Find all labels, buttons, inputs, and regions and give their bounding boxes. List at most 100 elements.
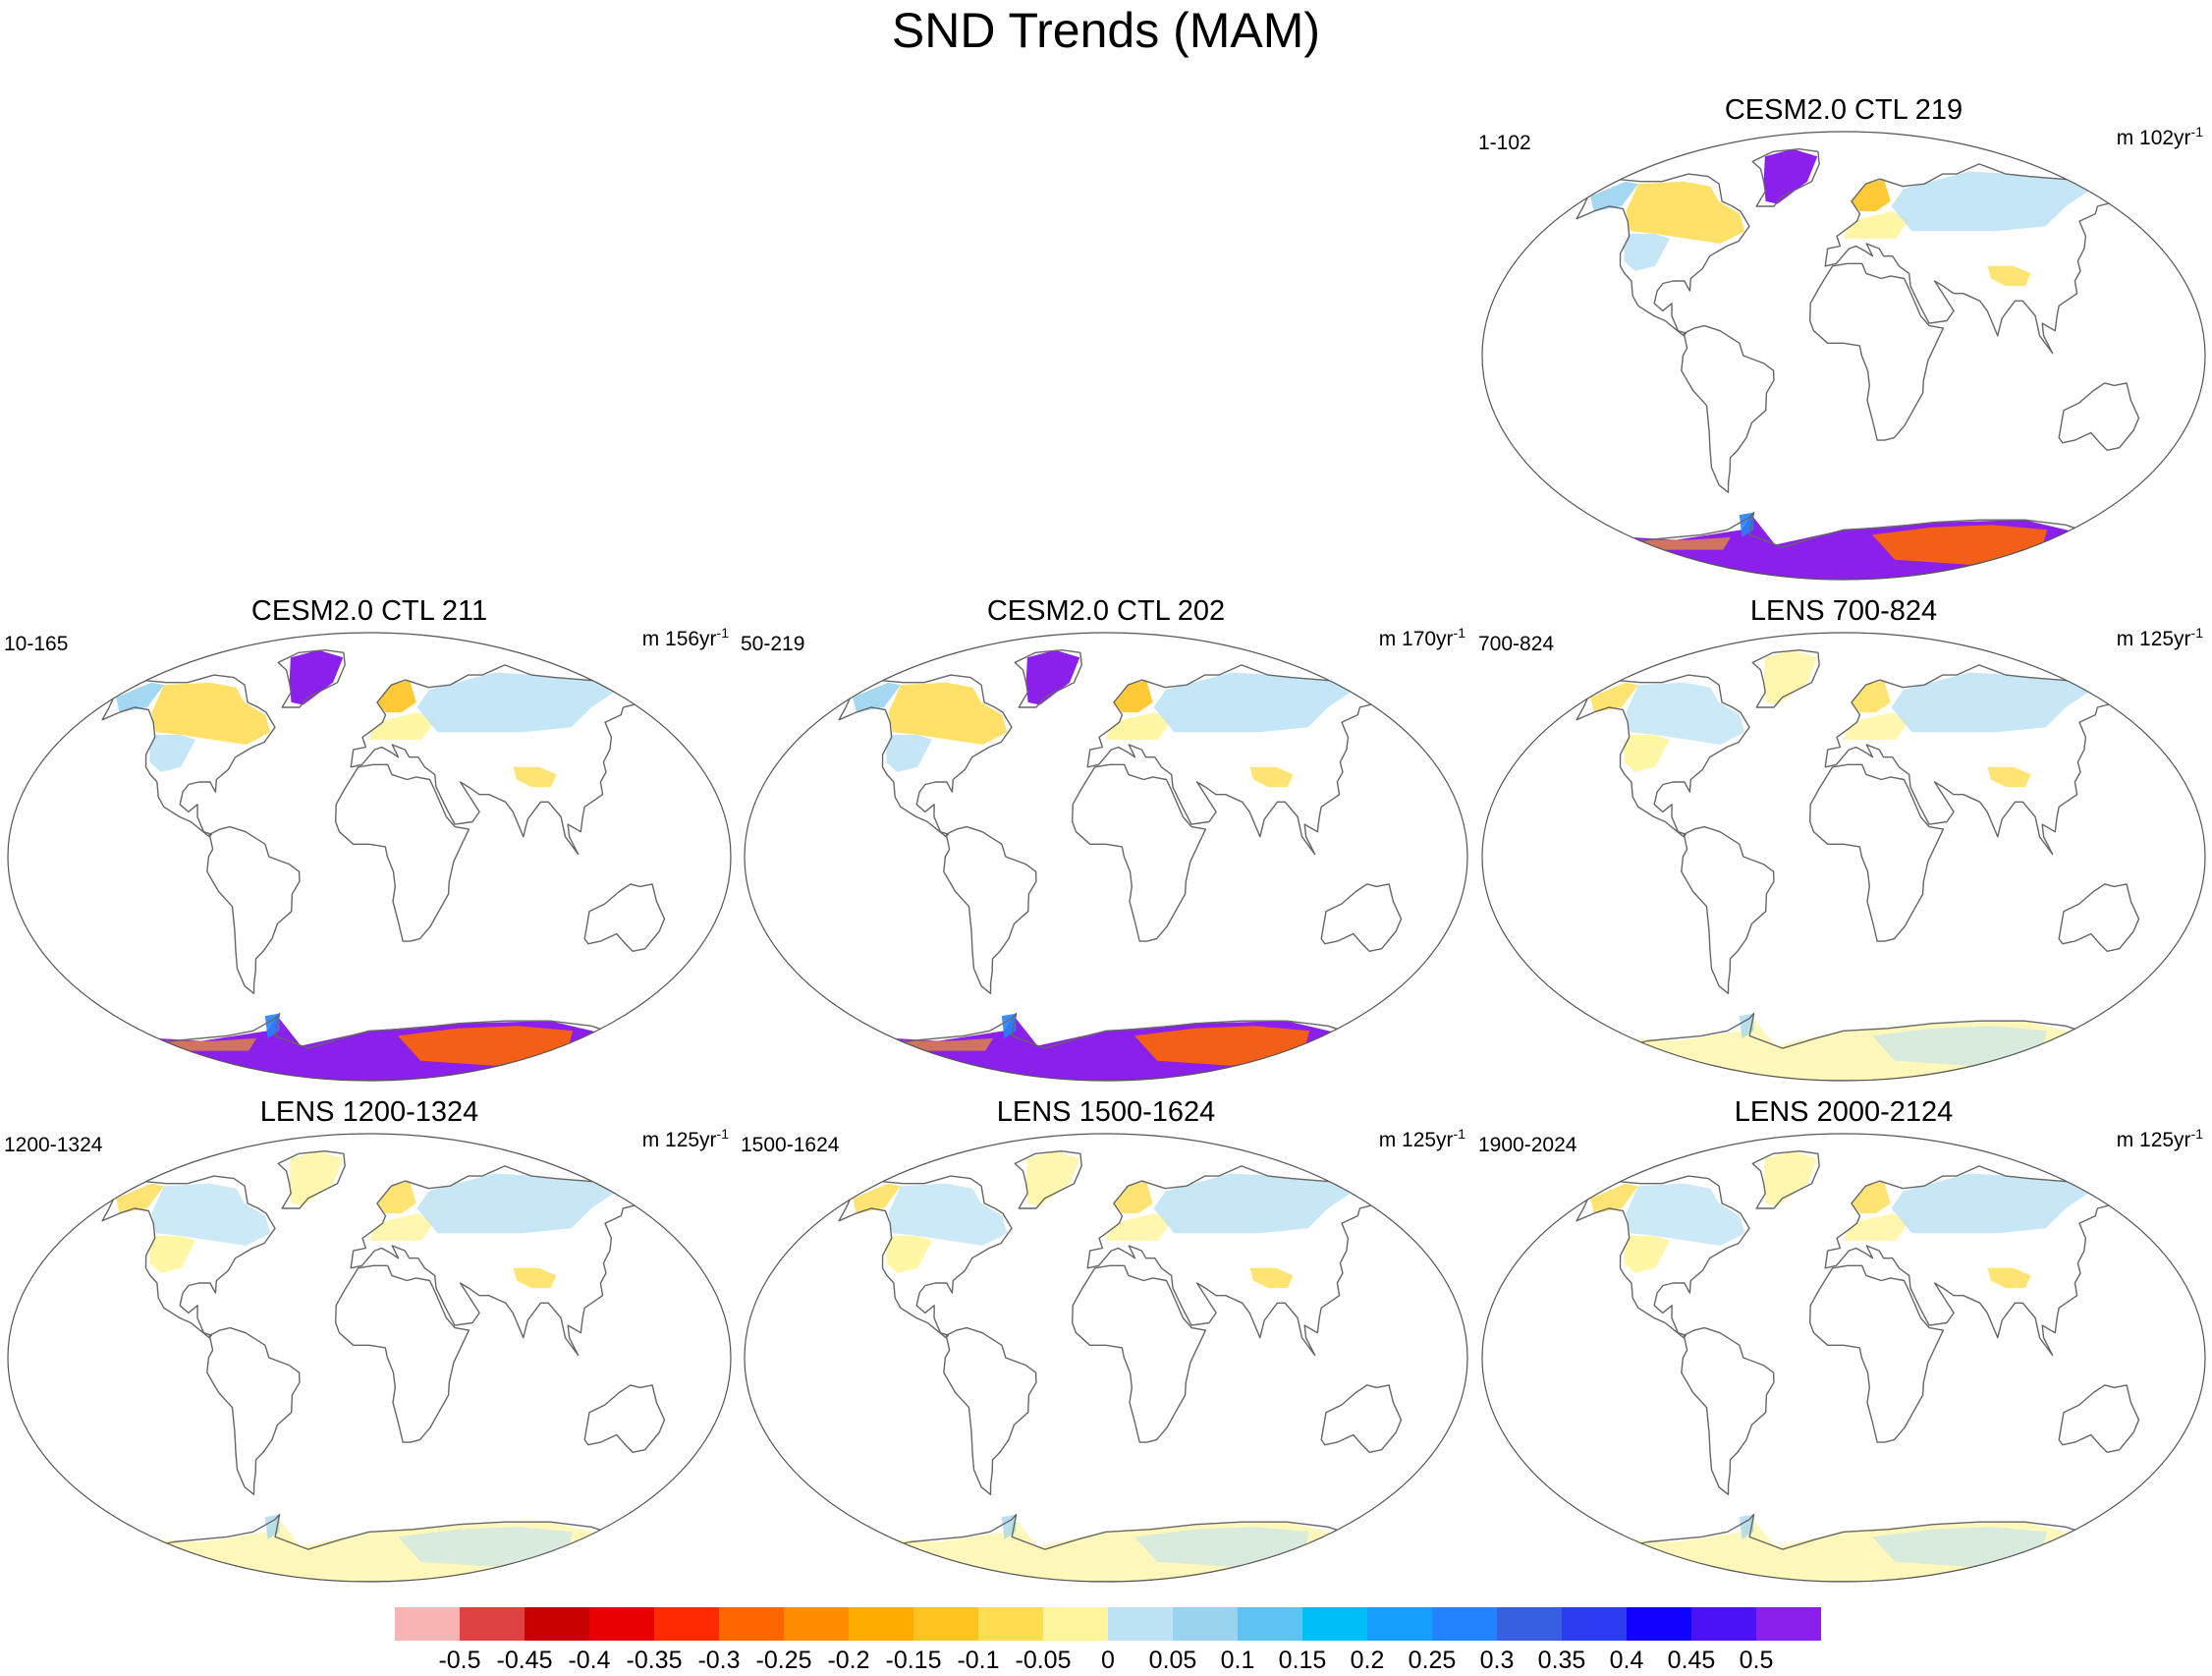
colorbar-swatch <box>1043 1607 1109 1641</box>
world-map <box>744 632 1468 1082</box>
panel-year-range: 700-824 <box>1478 633 1555 655</box>
coastline-australia <box>1320 883 1403 952</box>
map-panel-lens-1200: LENS 1200-1324 1200-1324 m 125yr-1 <box>4 1096 735 1584</box>
colorbar-swatch <box>460 1607 525 1641</box>
coastline-eurasia <box>1086 1165 1380 1357</box>
trend-field-russia <box>1153 1173 1358 1234</box>
coastline-australia <box>2058 883 2140 952</box>
trend-field-usw <box>886 734 932 772</box>
trend-field-tibet <box>513 766 557 788</box>
trend-field-antarcticE <box>398 1527 574 1567</box>
trend-field-tibet <box>1987 265 2031 287</box>
trend-field-russia <box>1891 1173 2096 1234</box>
panel-year-range: 1200-1324 <box>4 1134 103 1156</box>
map-border <box>1481 632 2206 1082</box>
panel-year-range: 1500-1624 <box>741 1134 840 1156</box>
trend-field-scand <box>376 1181 416 1214</box>
map-border <box>1481 131 2206 581</box>
colorbar-swatch <box>1691 1607 1757 1641</box>
colorbar-tick-label: -0.1 <box>957 1647 1000 1674</box>
coastline-africa <box>1809 763 1945 942</box>
colorbar-tick-label: 0.2 <box>1350 1647 1385 1674</box>
colorbar-swatch <box>913 1607 979 1641</box>
coastline-eurasia <box>1824 163 2118 355</box>
coastline-south-america <box>206 825 301 994</box>
colorbar-swatch <box>1562 1607 1628 1641</box>
trend-field-alaska <box>116 1183 164 1214</box>
colorbar-swatch <box>1627 1607 1692 1641</box>
colorbar-swatch <box>784 1607 850 1641</box>
trend-field-antarcticE <box>1134 1527 1310 1567</box>
trend-field-tibet <box>1987 1267 2031 1289</box>
colorbar-swatch <box>654 1607 720 1641</box>
trend-field-canada <box>888 1183 1008 1246</box>
colorbar-swatch <box>1497 1607 1563 1641</box>
trend-field-scand <box>1851 179 1891 212</box>
coastline-north-america <box>101 674 276 838</box>
trend-field-alaska <box>1590 1183 1638 1214</box>
map-border <box>744 1133 1468 1583</box>
panel-year-range: 10-165 <box>4 633 69 655</box>
trend-field-tibet <box>1987 766 2031 788</box>
world-map <box>7 1133 732 1583</box>
coastline-eurasia <box>1824 1165 2118 1357</box>
coastline-africa <box>1072 1264 1207 1443</box>
trend-field-tibet <box>1249 1267 1294 1289</box>
coastline-north-america <box>838 674 1013 838</box>
trend-field-canada <box>1626 1183 1745 1246</box>
coastline-south-america <box>206 1326 301 1495</box>
panel-year-range: 50-219 <box>741 633 805 655</box>
colorbar-swatch <box>1432 1607 1498 1641</box>
panel-title: LENS 2000-2124 <box>1734 1096 1954 1128</box>
panel-units: m 156yr-1 <box>641 625 729 650</box>
coastline-africa <box>335 763 470 942</box>
colorbar-tick-label: -0.4 <box>568 1647 611 1674</box>
colorbar-swatch <box>978 1607 1044 1641</box>
coastline-north-america <box>101 1175 276 1339</box>
colorbar-swatch <box>849 1607 914 1641</box>
colorbar-tick-label: -0.35 <box>626 1647 683 1674</box>
colorbar-swatch <box>589 1607 655 1641</box>
panel-units: m 125yr-1 <box>1378 1126 1465 1151</box>
colorbar-tick-label: -0.3 <box>697 1647 741 1674</box>
trend-field-alaska <box>853 682 901 713</box>
colorbar-tick-label: 0.35 <box>1537 1647 1586 1674</box>
coastline-australia <box>583 1384 666 1453</box>
colorbar-tick-label: 0.05 <box>1148 1647 1197 1674</box>
trend-field-alaska <box>853 1183 901 1214</box>
colorbar-tick-label: 0.15 <box>1278 1647 1327 1674</box>
trend-field-russia <box>416 1173 622 1234</box>
trend-field-russia <box>1891 672 2096 733</box>
trend-field-europe <box>1106 1213 1173 1241</box>
panel-year-range: 1-102 <box>1478 132 1531 154</box>
trend-field-usw <box>149 734 195 772</box>
trend-field-antarcticE <box>1872 1527 2048 1567</box>
trend-field-usw <box>1624 734 1670 772</box>
coastline-africa <box>335 1264 470 1443</box>
panel-year-range: 1900-2024 <box>1478 1134 1577 1156</box>
coastline-south-america <box>1681 1326 1775 1495</box>
colorbar-tick-label: 0.3 <box>1479 1647 1515 1674</box>
coastline-eurasia <box>1824 664 2118 856</box>
colorbar-tick-label: 0.5 <box>1739 1647 1774 1674</box>
coastline-south-america <box>1681 825 1775 994</box>
trend-field-scand <box>1851 1181 1891 1214</box>
colorbar-tick-label: -0.15 <box>885 1647 942 1674</box>
colorbar-tick-label: 0.25 <box>1408 1647 1457 1674</box>
trend-field-canada <box>151 682 271 745</box>
trend-field-alaska <box>1590 181 1638 212</box>
colorbar-tick-label: 0.4 <box>1609 1647 1644 1674</box>
trend-field-canada <box>888 682 1008 745</box>
trend-field-greenland <box>1763 1150 1818 1206</box>
trend-field-tibet <box>513 1267 557 1289</box>
trend-field-europe <box>1106 712 1173 740</box>
coastline-greenland <box>277 1150 346 1209</box>
coastline-north-america <box>838 1175 1013 1339</box>
trend-field-alaska <box>116 682 164 713</box>
map-panel-lens-2000: LENS 2000-2124 1900-2024 m 125yr-1 <box>1478 1096 2209 1584</box>
coastline-north-america <box>1576 674 1750 838</box>
trend-field-europe <box>1844 712 1910 740</box>
panel-units: m 170yr-1 <box>1378 625 1465 650</box>
panel-units: m 102yr-1 <box>2116 124 2203 149</box>
panel-title: CESM2.0 CTL 219 <box>1724 94 1963 126</box>
